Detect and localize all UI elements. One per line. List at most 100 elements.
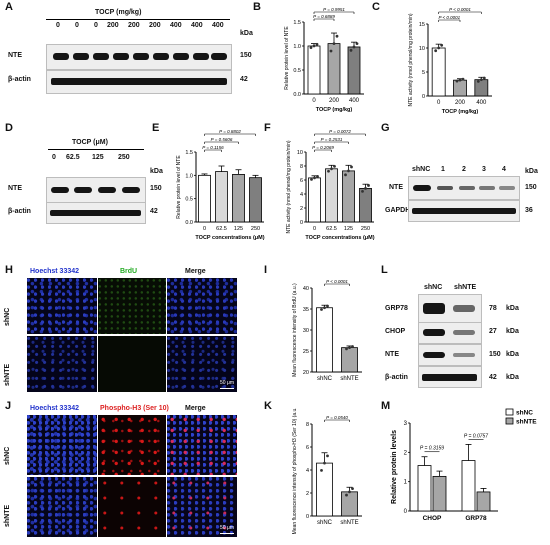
y-tick-label: 1.5 xyxy=(185,150,193,156)
blot-a-lane: 0 xyxy=(56,22,60,29)
data-point xyxy=(479,78,483,82)
panel-letter-e: E xyxy=(152,122,160,134)
y-tick-label: 0 xyxy=(404,509,408,515)
blot-a-kda-actin: 42 xyxy=(240,76,248,83)
y-tick-label: 3 xyxy=(404,421,408,427)
blot-a-row-label-nte: NTE xyxy=(8,52,22,59)
legend-swatch xyxy=(505,408,514,416)
y-tick-label: 0.0 xyxy=(293,92,301,98)
x-tick-label: 250 xyxy=(361,226,370,232)
blot-d-row-label-actin: β-actin xyxy=(8,208,31,215)
x-tick-label: 200 xyxy=(455,100,466,106)
data-point xyxy=(348,346,351,350)
panel-letter-i: I xyxy=(264,264,268,276)
data-point xyxy=(323,461,326,465)
y-tick-label: 0 xyxy=(306,514,309,520)
blot-g-row-label-gapdh: GAPDH xyxy=(385,207,411,214)
x-tick-label: shNC xyxy=(317,520,333,526)
blot-g-lane: 1 xyxy=(441,166,445,173)
y-tick-label: 10 xyxy=(297,150,303,156)
data-point xyxy=(347,169,350,173)
blot-a-lane: 400 xyxy=(191,22,203,29)
bar xyxy=(342,170,355,223)
x-tick-label: CHOP xyxy=(423,515,442,522)
blot-l-kda-unit: kDa xyxy=(506,328,519,335)
y-tick-label: 4 xyxy=(300,192,303,198)
data-point xyxy=(335,34,339,38)
y-axis-label: Relative protein level of NTE xyxy=(284,26,290,90)
bar xyxy=(325,168,338,223)
x-tick-label: GRP78 xyxy=(465,515,487,522)
y-axis-label: Relative protein levels xyxy=(391,430,398,504)
blot-a-lane: 0 xyxy=(94,22,98,29)
y-tick-label: 1.0 xyxy=(185,173,193,179)
micro-j-phospho-shnte xyxy=(98,477,166,537)
blot-a-row-label-actin: β-actin xyxy=(8,76,31,83)
y-tick-label: 6 xyxy=(300,178,303,184)
data-point xyxy=(455,79,459,83)
blot-g-kda-gapdh: 36 xyxy=(525,207,533,214)
micro-h-brdu-shnte xyxy=(98,336,166,392)
blot-l-kda-actin: 42 xyxy=(489,374,497,381)
panel-letter-g: G xyxy=(381,122,390,134)
data-point xyxy=(315,42,319,46)
x-tick-label: 62.5 xyxy=(216,226,227,232)
p-value-label: P = 0.5606 xyxy=(211,137,233,142)
micro-j-scale-label: 50 μm xyxy=(220,525,234,531)
micro-h-hoechst-shnc xyxy=(27,278,97,334)
data-point xyxy=(367,184,370,187)
blot-a-lane: 200 xyxy=(107,22,119,29)
y-tick-label: 10 xyxy=(419,46,425,52)
blot-l-kda-unit: kDa xyxy=(506,305,519,312)
bar xyxy=(431,47,446,97)
data-point xyxy=(309,46,313,50)
bar xyxy=(198,174,211,223)
p-value-label: P = 0.0540 xyxy=(326,415,348,420)
micro-h-brdu-shnc xyxy=(98,278,166,334)
blot-g-nte-membrane xyxy=(408,176,520,200)
y-axis-label: NTE activity (nmol phenol/mg protein/min… xyxy=(286,140,292,233)
blot-d-lane: 0 xyxy=(52,154,56,161)
y-tick-label: 0.5 xyxy=(293,68,301,74)
y-tick-label: 2 xyxy=(404,450,408,456)
bar xyxy=(476,491,491,512)
blot-l-actin-membrane xyxy=(418,366,482,388)
bar xyxy=(474,79,489,97)
data-point xyxy=(437,46,441,50)
data-point xyxy=(345,347,348,351)
data-point xyxy=(327,169,330,173)
blot-d-row-label-nte: NTE xyxy=(8,185,22,192)
blot-d-nte-membrane xyxy=(46,177,146,203)
y-tick-label: 1.5 xyxy=(293,20,301,26)
bar xyxy=(249,177,262,223)
micro-j-hoechst-shnc xyxy=(27,415,97,475)
micro-j-phospho-shnc xyxy=(98,415,166,475)
blot-l-grp78-membrane xyxy=(418,294,482,324)
p-value-label: P = 0.8802 xyxy=(219,130,241,134)
p-value-label: P = 0.3159 xyxy=(420,446,444,452)
micro-h-col-title-merge: Merge xyxy=(185,268,206,275)
x-axis-label: TOCP (mg/kg) xyxy=(442,109,479,115)
micro-h-col-title-hoechst: Hoechst 33342 xyxy=(30,268,80,275)
data-point xyxy=(332,42,336,45)
data-point xyxy=(326,454,329,458)
micro-j-scale-bar xyxy=(220,533,234,534)
blot-a-kda-header: kDa xyxy=(240,30,253,37)
blot-a-lane: 200 xyxy=(128,22,140,29)
data-point xyxy=(461,77,465,81)
blot-d-kda-nte: 150 xyxy=(150,185,162,192)
p-value-label: P = 0.1156 xyxy=(202,145,224,150)
micro-j-col-title-phospho: Phospho-H3 (Ser 10) xyxy=(100,405,169,412)
data-point xyxy=(364,187,367,190)
y-tick-label: 6 xyxy=(306,445,309,451)
micro-j-merge-shnc xyxy=(167,415,237,475)
x-tick-label: shNTE xyxy=(340,520,358,526)
bar xyxy=(432,475,447,512)
blot-l-lane: shNC xyxy=(424,284,443,291)
x-tick-label: 0 xyxy=(437,100,441,106)
data-point xyxy=(351,345,354,348)
data-point xyxy=(345,493,348,497)
bar xyxy=(347,46,361,95)
blot-a-header-line xyxy=(46,19,230,20)
x-axis-label: TOCP concentrations (μM) xyxy=(195,235,264,241)
